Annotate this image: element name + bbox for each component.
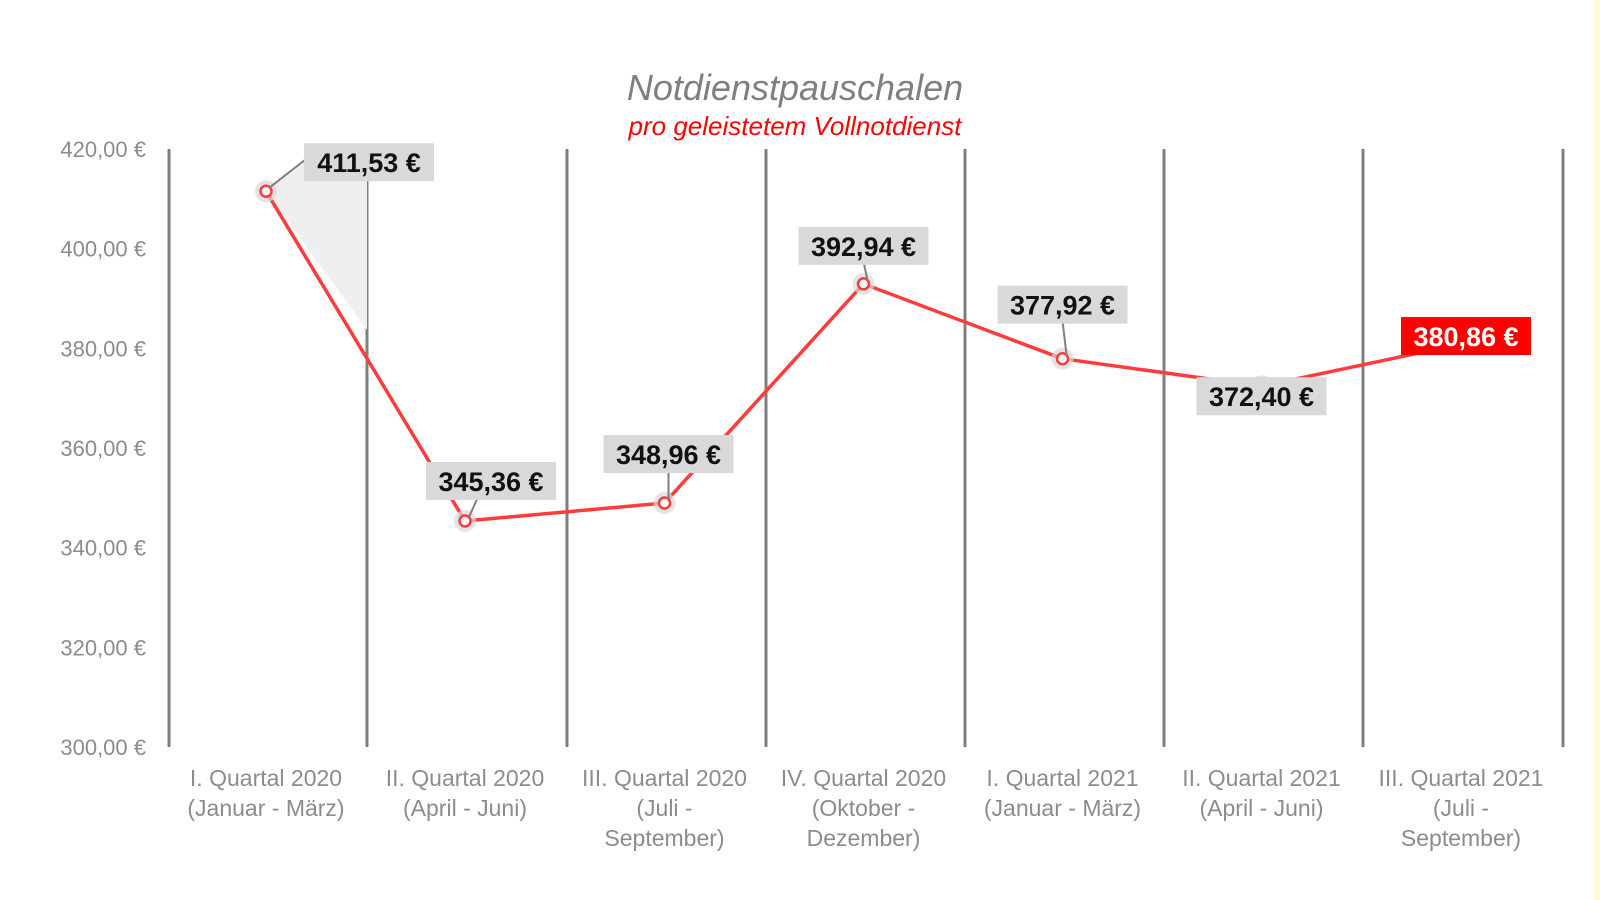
y-axis-ticks: 300,00 € 320,00 € 340,00 € 360,00 € 380,00 €… — [60, 137, 146, 760]
chart-title: Notdienstpauschalen — [627, 67, 963, 108]
x-tick-label: I. Quartal 2020 (Januar - März) — [187, 765, 344, 821]
highlight-label-box — [1401, 317, 1531, 356]
data-label: 345,36 € — [438, 467, 543, 497]
x-tick-label: I. Quartal 2021 (Januar - März) — [984, 765, 1141, 821]
data-point — [259, 184, 273, 198]
data-label-box — [426, 461, 556, 500]
data-labels: 411,53 € 345,36 € 348,96 € 392,94 € 377,92 €… — [269, 143, 1531, 518]
data-label: 377,92 € — [1010, 291, 1115, 321]
chart-subtitle: pro geleistetem Vollnotdienst — [628, 111, 964, 141]
x-tick-label: II. Quartal 2020 (April - Juni) — [386, 765, 545, 821]
y-tick-label: 340,00 € — [60, 536, 146, 561]
data-point — [1055, 351, 1070, 366]
data-label-leader — [269, 158, 307, 188]
label-shadow-wedge — [266, 160, 367, 330]
data-label: 392,94 € — [811, 232, 916, 262]
data-point — [458, 514, 472, 528]
data-label: 411,53 € — [317, 148, 421, 178]
data-label: 348,96 € — [616, 440, 721, 470]
y-tick-label: 320,00 € — [60, 635, 146, 660]
x-axis-ticks: I. Quartal 2020 (Januar - März) II. Quarta… — [187, 765, 1543, 851]
x-tick-label: IV. Quartal 2020 (Oktober -Dezember) — [781, 765, 946, 851]
data-label-box — [603, 435, 734, 474]
y-tick-label: 380,00 € — [60, 336, 146, 361]
y-tick-label: 400,00 € — [60, 237, 146, 262]
y-tick-label: 420,00 € — [60, 137, 146, 162]
data-label-box — [304, 143, 434, 182]
y-tick-label: 360,00 € — [60, 436, 146, 461]
y-tick-label: 300,00 € — [60, 735, 146, 760]
data-label: 380,86 € — [1413, 322, 1518, 352]
data-point — [657, 496, 672, 510]
data-label-box — [997, 285, 1128, 324]
x-tick-label: III. Quartal 2020 (Juli -September) — [582, 765, 747, 851]
data-point — [856, 277, 871, 291]
data-label: 372,40 € — [1209, 382, 1314, 412]
data-label-leader — [1061, 320, 1068, 355]
x-tick-label: II. Quartal 2021 (April - Juni) — [1182, 765, 1341, 821]
x-tick-label: III. Quartal 2021 (Juli -September) — [1379, 765, 1544, 851]
edge-strip — [1594, 0, 1600, 900]
data-label-box — [798, 226, 929, 265]
data-label-box — [1196, 377, 1327, 416]
